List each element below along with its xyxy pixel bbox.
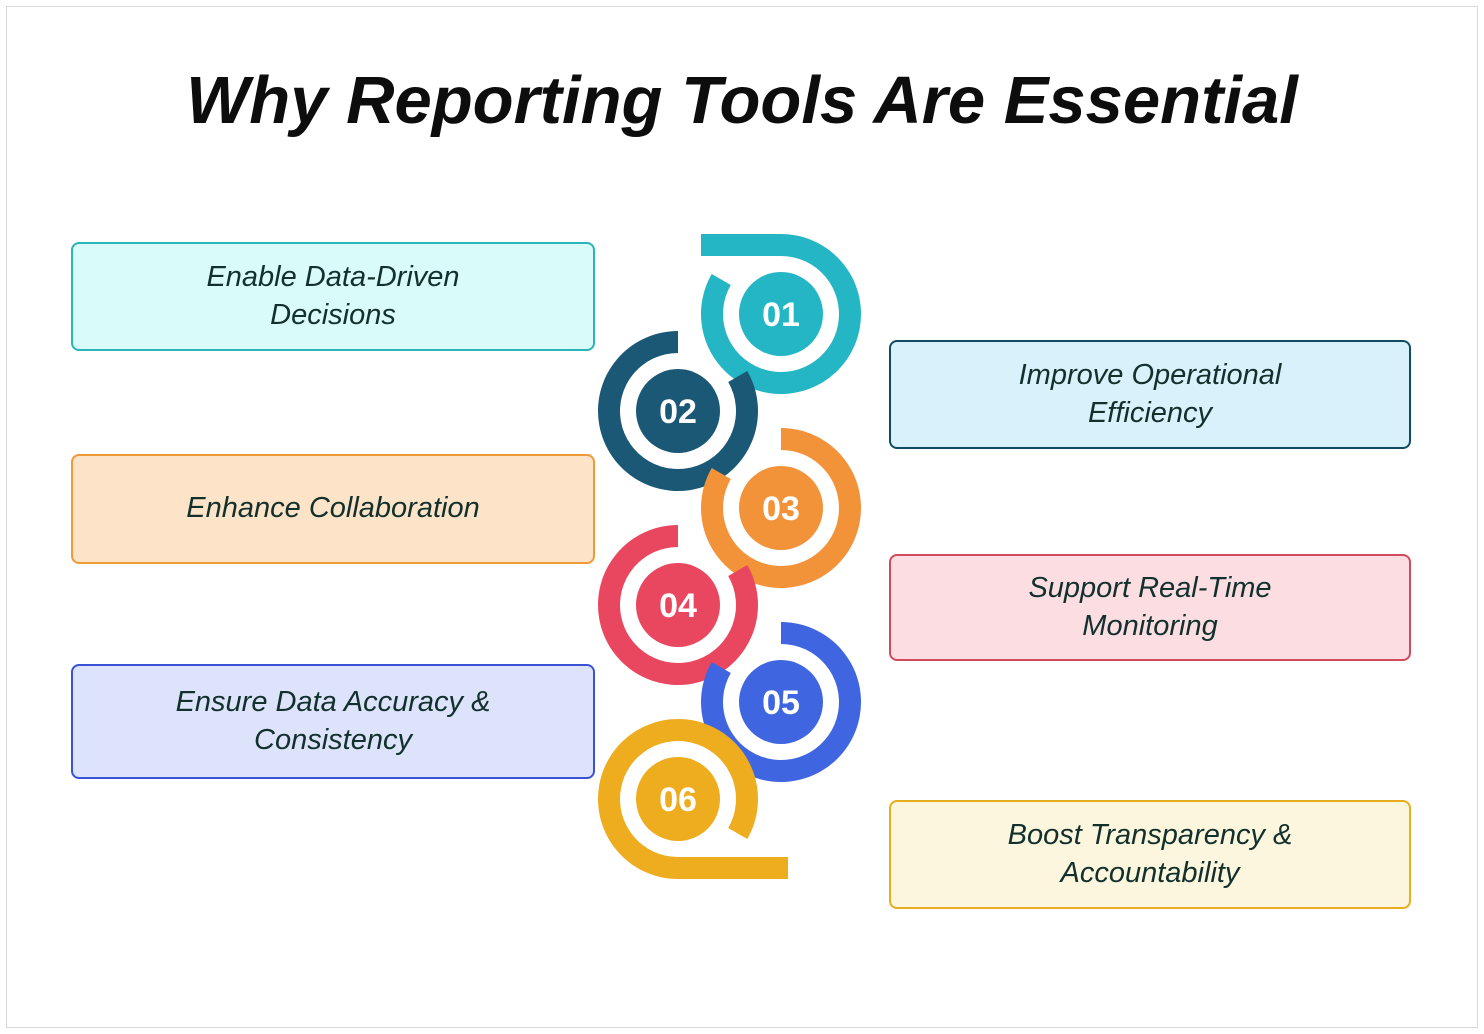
svg-text:05: 05	[762, 684, 800, 722]
svg-text:03: 03	[762, 490, 800, 528]
svg-text:01: 01	[762, 296, 800, 334]
svg-text:06: 06	[659, 781, 697, 819]
svg-text:04: 04	[659, 587, 697, 625]
svg-text:02: 02	[659, 393, 697, 431]
